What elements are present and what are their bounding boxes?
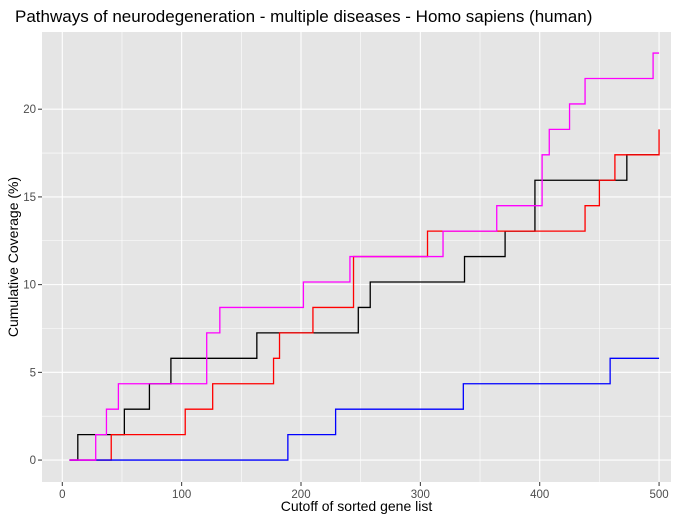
x-tick-label: 100	[172, 489, 191, 501]
series-line-2	[69, 129, 660, 461]
y-tick-label: 0	[30, 455, 36, 467]
x-axis-title: Cutoff of sorted gene list	[281, 498, 433, 514]
y-axis-title: Cumulative Coverage (%)	[5, 177, 21, 337]
x-tick-label: 300	[411, 489, 430, 501]
x-tick-label: 400	[530, 489, 549, 501]
y-tick-label: 20	[23, 104, 36, 116]
chart-title: Pathways of neurodegeneration - multiple…	[15, 7, 592, 26]
series-line-3	[69, 357, 660, 461]
x-tick-label: 0	[59, 489, 65, 501]
series-line-1	[69, 154, 660, 461]
y-tick-label: 10	[23, 280, 36, 292]
series-line-4	[69, 52, 660, 461]
series-group	[69, 52, 660, 461]
x-tick-label: 500	[649, 489, 668, 501]
x-tick-label: 200	[291, 489, 310, 501]
y-tick-label: 15	[23, 192, 36, 204]
gridlines	[42, 32, 671, 482]
axis-ticks: 0 100 200 300 400 500 0 5 10 15 20	[23, 104, 668, 501]
y-tick-label: 5	[30, 367, 36, 379]
